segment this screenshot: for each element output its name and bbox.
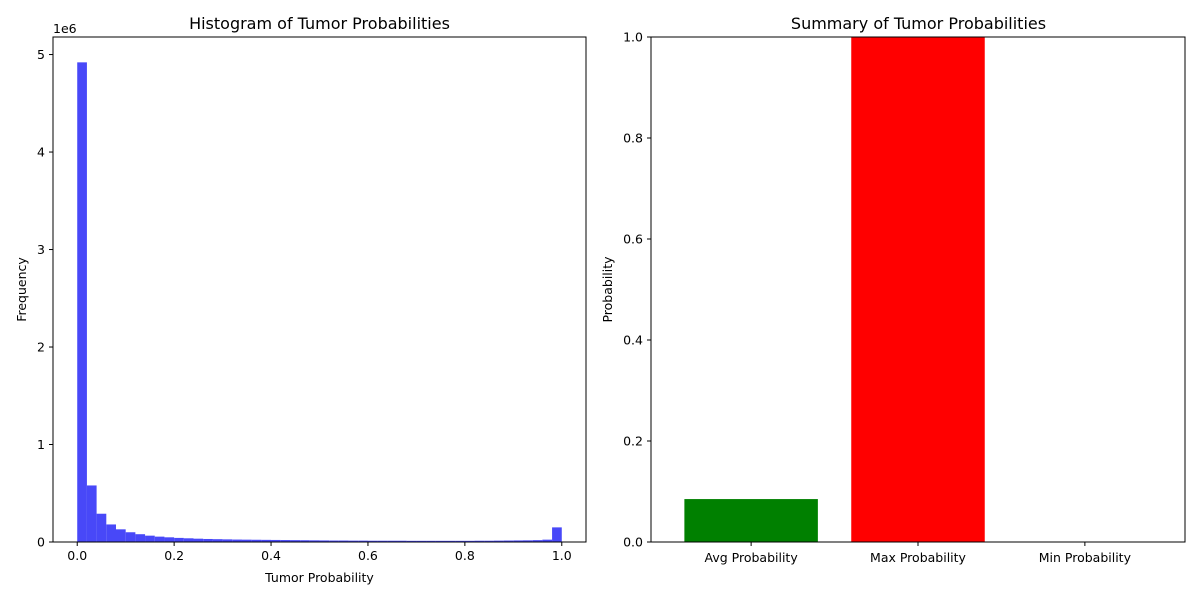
histogram-bars [77, 62, 562, 543]
histogram-bar [484, 540, 494, 542]
histogram-bar [212, 539, 223, 542]
summary-y-tick-label: 0.8 [623, 131, 643, 146]
histogram-bar [523, 540, 533, 542]
summary-x-tick-label: Max Probability [870, 550, 966, 565]
histogram-bar [135, 534, 146, 542]
summary-y-tick-label: 0.6 [623, 232, 643, 247]
histogram-y-tick-label: 3 [37, 242, 45, 257]
histogram-bar [203, 538, 213, 542]
histogram-plot-frame [52, 36, 587, 543]
histogram-bar [251, 539, 262, 542]
histogram-y-axis-label: Frequency [14, 257, 29, 322]
histogram-bar [464, 540, 475, 542]
summary-y-tick-label: 1.0 [623, 30, 643, 45]
summary-title: Summary of Tumor Probabilities [791, 14, 1046, 33]
histogram-bar [261, 539, 272, 542]
histogram-bar [96, 513, 107, 542]
histogram-bar [193, 538, 204, 542]
histogram-title: Histogram of Tumor Probabilities [189, 14, 450, 33]
histogram-bar [338, 540, 349, 542]
histogram-bar [445, 540, 456, 542]
histogram-x-tick-label: 0.8 [455, 548, 475, 563]
histogram-bar [309, 540, 320, 542]
histogram-bar [145, 535, 155, 542]
histogram-bar [329, 540, 339, 542]
histogram-bar [493, 540, 504, 542]
histogram-bar [115, 529, 126, 542]
histogram-bar [300, 540, 310, 542]
histogram-bar [348, 540, 359, 542]
histogram-bar [174, 537, 184, 542]
histogram-bar [406, 540, 417, 542]
histogram-x-tick-label: 0.4 [261, 548, 281, 563]
histogram-x-axis-label: Tumor Probability [264, 570, 374, 585]
summary-bars [684, 37, 985, 542]
summary-y-ticks: 0.0 0.2 0.4 0.6 0.8 1.0 [623, 30, 651, 550]
histogram-bar [222, 539, 233, 542]
histogram-bar [232, 539, 242, 542]
histogram-y-tick-label: 1 [37, 437, 45, 452]
histogram-x-tick-label: 0.2 [164, 548, 184, 563]
summary-plot-frame [650, 36, 1186, 543]
histogram-bar [552, 527, 562, 542]
histogram-bar [358, 540, 368, 542]
histogram-bar [77, 62, 87, 543]
summary-y-tick-label: 0.2 [623, 434, 643, 449]
histogram-bar [397, 540, 407, 542]
histogram-bar [435, 540, 446, 542]
summary-x-tick-label: Min Probability [1039, 550, 1132, 565]
histogram-y-tick-label: 5 [37, 47, 45, 62]
summary-chart: Summary of Tumor Probabilities Avg Proba… [600, 14, 1186, 565]
histogram-bar [164, 537, 175, 542]
summary-x-ticks: Avg Probability Max Probability Min Probab… [705, 542, 1132, 565]
summary-bar [851, 37, 985, 542]
histogram-bar [125, 532, 136, 542]
histogram-bar [319, 540, 330, 542]
histogram-bar [367, 540, 378, 542]
summary-x-tick-label: Avg Probability [705, 550, 799, 565]
summary-y-tick-label: 0.0 [623, 535, 643, 550]
histogram-bar [503, 540, 514, 542]
histogram-x-tick-label: 0.0 [67, 548, 87, 563]
histogram-y-tick-label: 2 [37, 340, 45, 355]
histogram-bar [271, 539, 281, 542]
histogram-bar [426, 540, 436, 542]
summary-y-tick-label: 0.4 [623, 333, 643, 348]
histogram-bar [106, 524, 116, 542]
histogram-bar [280, 540, 291, 542]
histogram-bar [86, 485, 97, 542]
histogram-bar [455, 540, 465, 542]
histogram-bar [416, 540, 427, 542]
histogram-x-tick-label: 0.6 [358, 548, 378, 563]
histogram-bar [377, 540, 388, 542]
histogram-bar [241, 539, 252, 542]
summary-bar [684, 499, 818, 542]
histogram-bar [474, 540, 485, 542]
histogram-bar [183, 538, 194, 542]
histogram-y-offset-label: 1e6 [53, 21, 77, 36]
histogram-chart: Histogram of Tumor Probabilities 1e6 0.0… [14, 14, 587, 585]
histogram-x-ticks: 0.0 0.2 0.4 0.6 0.8 1.0 [67, 542, 572, 563]
histogram-bar [387, 540, 398, 542]
histogram-x-tick-label: 1.0 [552, 548, 572, 563]
histogram-bar [542, 539, 553, 542]
histogram-bar [290, 540, 301, 542]
summary-y-axis-label: Probability [600, 256, 615, 323]
histogram-bar [513, 540, 524, 542]
histogram-bar [154, 536, 165, 542]
histogram-y-ticks: 0 1 2 3 4 5 [37, 47, 53, 550]
histogram-y-tick-label: 0 [37, 535, 45, 550]
histogram-bar [532, 540, 543, 542]
histogram-y-tick-label: 4 [37, 145, 45, 160]
